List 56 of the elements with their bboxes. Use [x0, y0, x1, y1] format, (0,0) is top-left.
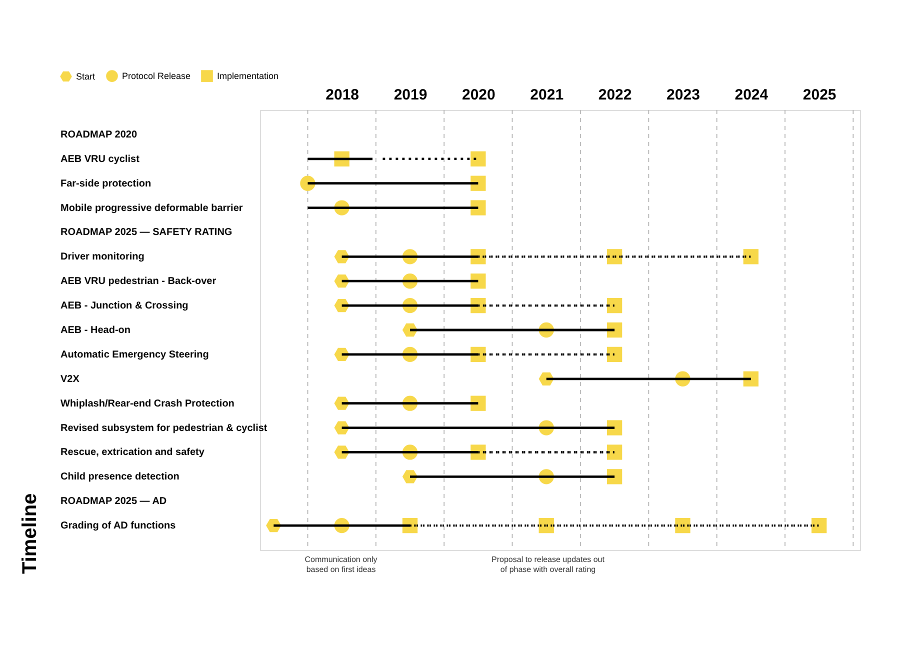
point: [470, 396, 486, 411]
bar: [308, 182, 478, 185]
x-tick-label: 2020: [462, 86, 496, 104]
bar: [342, 280, 478, 282]
x-tick-label: 2019: [394, 86, 428, 104]
x-tick-label: 2022: [598, 86, 632, 104]
y-tick-label: Whiplash/Rear-end Crash Protection: [60, 398, 234, 410]
point: [743, 371, 758, 386]
bar: [410, 475, 615, 478]
x-tick-label: 2025: [802, 86, 836, 104]
point: [470, 176, 486, 191]
point: [606, 298, 622, 314]
y-tick-label: AEB VRU pedestrian - Back-over: [60, 276, 216, 288]
point: [606, 249, 622, 264]
legend-label: Implementation: [217, 71, 279, 82]
bar: [308, 158, 372, 160]
y-tick-label: Automatic Emergency Steering: [60, 349, 209, 360]
point: [606, 322, 622, 338]
point: [606, 444, 622, 460]
bar: [342, 402, 478, 405]
text: Proposal to release updates out of phase with overall rating: [492, 555, 606, 574]
y-tick-label: Rescue, extrication and safety: [60, 447, 205, 458]
bar: [546, 378, 751, 380]
y-tick-label: AEB - Head-on: [60, 325, 130, 336]
y-tick-label: ROADMAP 2020: [60, 129, 138, 140]
point: [606, 346, 622, 362]
y-tick-label: Mobile progressive deformable barrier: [60, 202, 243, 214]
y-tick-label: ROADMAP 2025 — AD: [60, 496, 167, 508]
point: [743, 249, 758, 264]
point: [470, 200, 486, 216]
y-tick-label: Far-side protection: [60, 178, 152, 190]
x-tick-label: 2018: [326, 86, 360, 104]
point: [470, 151, 486, 166]
legend-label: Protocol Release: [122, 71, 191, 82]
y-tick-label: Grading of AD functions: [60, 520, 176, 532]
y-tick-label: Revised subsystem for pedestrian & cyclist: [60, 422, 268, 434]
point: [675, 518, 690, 534]
bar: [342, 426, 615, 429]
y-tick-label: Child presence detection: [60, 472, 180, 483]
y-tick-label: Driver monitoring: [60, 252, 144, 263]
text: Communication only based on first ideas: [304, 555, 378, 574]
y-tick-label: AEB - Junction & Crossing: [60, 300, 188, 312]
y-tick-label: AEB VRU cyclist: [60, 154, 140, 165]
point: [606, 469, 622, 484]
text: Timeline: [19, 493, 41, 574]
x-tick-label: 2023: [666, 86, 700, 104]
x-tick-label: 2021: [530, 86, 564, 104]
point: [812, 518, 827, 534]
x-tick-label: 2024: [734, 86, 769, 104]
y-tick-label: ROADMAP 2025 — SAFETY RATING: [60, 227, 232, 238]
legend-label: Start: [76, 71, 96, 82]
point: [538, 518, 554, 534]
point: [470, 274, 486, 289]
point: [606, 420, 622, 436]
bar: [308, 206, 478, 209]
y-tick-label: V2X: [60, 374, 80, 385]
